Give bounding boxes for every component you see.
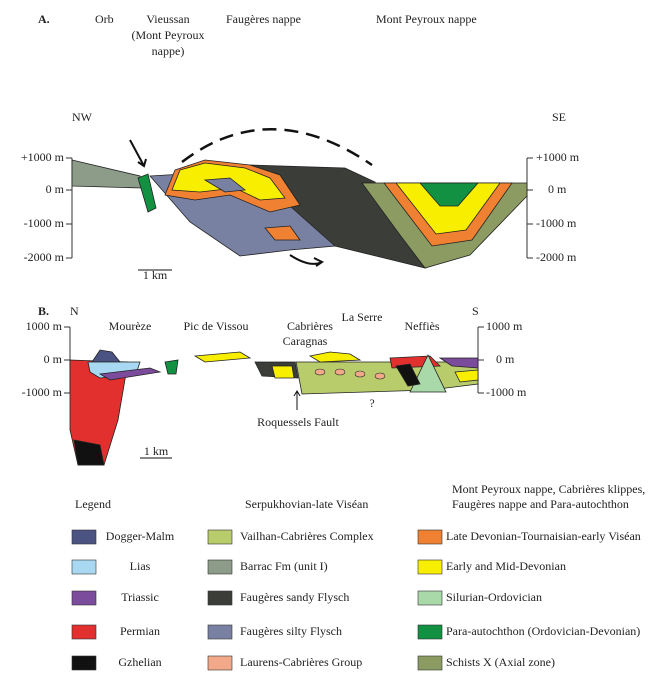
axis [66,157,73,259]
legend-title: Legend [75,497,111,511]
legend-label: Gzhelian [118,655,161,669]
place-label: Orb [95,12,114,26]
legend-label: Silurian-Ordovician [446,590,542,604]
scale-label: 1 km [143,268,168,282]
legend-label: Faugères silty Flysch [240,624,342,638]
axis-label: -1000 m [486,385,527,399]
legend-swatch [417,655,443,671]
legend-swatch [417,624,443,640]
place-label: Caragnas [283,334,328,348]
cross-section-a [71,128,528,269]
legend-heading: Faugères nappe and Para-autochthon [452,497,629,511]
axis-label: 1000 m [26,319,63,333]
axis [526,157,533,259]
axis-label: -1000 m [536,216,577,230]
legend-swatch [207,529,233,545]
axis-label: 1000 m [486,319,523,333]
axis-label: -2000 m [536,250,577,264]
place-label: Mourèze [109,319,152,333]
axis-label: -1000 m [24,216,65,230]
legend-label: Early and Mid-Devonian [446,559,566,573]
fault-label: Roquessels Fault [257,415,339,429]
legend: Legend Dogger-Malm Lias Triassic Permian Gzh… [71,482,645,671]
axis-label: -2000 m [24,250,65,264]
legend-swatch [207,655,233,671]
section-b: B. N S 1000 m 0 m -1000 m 1000 m 0 m -10… [22,304,527,466]
cross-section-b [69,349,479,466]
legend-label: Laurens-Cabrières Group [240,655,362,669]
legend-label: Permian [120,624,160,638]
legend-label: Triassic [121,590,159,604]
place-label: Mont Peyroux nappe [376,12,477,26]
direction-label: S [472,304,479,318]
axis [64,326,71,394]
section-label: A. [38,12,50,26]
legend-label: Late Devonian-Tournaisian-early Viséan [446,529,641,543]
legend-heading: Mont Peyroux nappe, Cabrières klippes, [452,482,645,496]
axis-label: 0 m [46,182,65,196]
legend-swatch [71,559,97,575]
legend-label: Barrac Fm (unit I) [240,559,328,573]
legend-swatch [417,590,443,606]
direction-label: NW [72,110,93,124]
legend-swatch [207,559,233,575]
legend-swatch [207,624,233,640]
legend-label: Schists X (Axial zone) [446,655,555,669]
place-label: Faugères nappe [226,12,301,26]
legend-heading: Serpukhovian-late Viséan [245,497,368,511]
place-label: nappe) [152,44,185,58]
axis-label: -1000 m [22,385,63,399]
legend-label: Para-autochthon (Ordovician-Devonian) [446,624,640,638]
section-label: B. [38,304,49,318]
legend-swatch [71,529,97,545]
axis-label: 0 m [548,182,567,196]
legend-swatch [417,529,443,545]
place-label: Cabrières [287,319,333,333]
place-label: (Mont Peyroux [132,28,205,42]
direction-label: N [70,304,79,318]
unknown-label: ? [369,396,374,410]
direction-label: SE [552,110,566,124]
legend-swatch [71,590,97,606]
axis-label: +1000 m [21,150,65,164]
legend-label: Vailhan-Cabrières Complex [240,529,374,543]
legend-swatch [417,559,443,575]
place-label: La Serre [342,310,383,324]
legend-swatch [71,624,97,640]
section-a: A. Orb Vieussan (Mont Peyroux nappe) Fau… [21,12,580,282]
scale-label: 1 km [144,444,169,458]
axis-label: +1000 m [536,150,580,164]
place-label: Vieussan [146,12,189,26]
legend-label: Faugères sandy Flysch [240,590,349,604]
legend-label: Lias [130,559,151,573]
legend-swatch [207,590,233,606]
place-label: Pic de Vissou [183,319,248,333]
axis [477,326,484,394]
legend-label: Dogger-Malm [106,529,175,543]
place-label: Neffiès [404,319,439,333]
axis-label: 0 m [496,352,515,366]
axis-label: 0 m [44,352,63,366]
legend-swatch [71,655,97,671]
